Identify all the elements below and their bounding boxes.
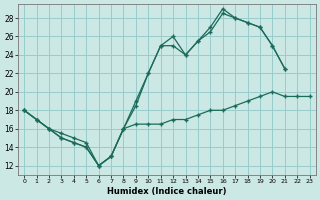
X-axis label: Humidex (Indice chaleur): Humidex (Indice chaleur) <box>107 187 227 196</box>
